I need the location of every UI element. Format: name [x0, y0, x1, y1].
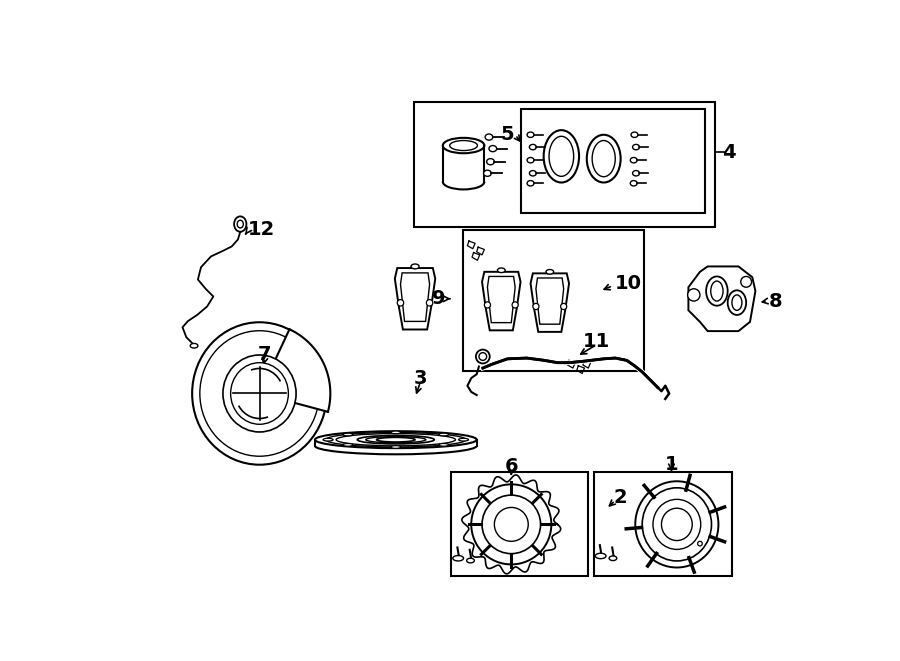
Text: 1: 1: [664, 455, 679, 474]
Polygon shape: [400, 273, 429, 321]
Text: 7: 7: [258, 346, 272, 364]
Ellipse shape: [326, 432, 466, 447]
Ellipse shape: [489, 145, 497, 152]
Ellipse shape: [631, 132, 638, 137]
Ellipse shape: [527, 132, 534, 137]
Text: 9: 9: [432, 290, 446, 308]
Ellipse shape: [549, 136, 573, 176]
Ellipse shape: [343, 444, 353, 446]
Text: 6: 6: [505, 457, 518, 476]
Polygon shape: [259, 329, 330, 412]
Ellipse shape: [527, 157, 534, 163]
Ellipse shape: [487, 159, 494, 165]
Text: 12: 12: [248, 220, 275, 239]
Ellipse shape: [223, 355, 296, 432]
Circle shape: [533, 303, 539, 309]
Ellipse shape: [732, 295, 742, 310]
Ellipse shape: [234, 216, 247, 232]
Ellipse shape: [609, 556, 617, 561]
Ellipse shape: [343, 433, 353, 436]
Polygon shape: [536, 278, 563, 324]
Text: 2: 2: [614, 488, 627, 507]
Ellipse shape: [595, 553, 606, 559]
Ellipse shape: [438, 433, 449, 436]
Text: 4: 4: [723, 143, 736, 162]
Ellipse shape: [391, 431, 401, 434]
Ellipse shape: [238, 220, 243, 228]
Ellipse shape: [529, 144, 536, 150]
Ellipse shape: [200, 330, 320, 456]
Ellipse shape: [190, 344, 198, 348]
Ellipse shape: [485, 134, 493, 140]
Circle shape: [397, 299, 404, 306]
Ellipse shape: [546, 270, 554, 274]
Polygon shape: [315, 440, 477, 446]
Ellipse shape: [391, 446, 401, 448]
Circle shape: [561, 303, 567, 309]
Bar: [595, 472, 732, 576]
Ellipse shape: [630, 180, 637, 186]
Ellipse shape: [453, 555, 464, 561]
Polygon shape: [530, 274, 569, 332]
Ellipse shape: [635, 481, 718, 568]
Circle shape: [427, 299, 433, 306]
Bar: [451, 472, 589, 576]
Bar: [463, 230, 644, 371]
Circle shape: [698, 541, 702, 546]
Bar: [520, 108, 706, 214]
Ellipse shape: [479, 353, 487, 360]
Ellipse shape: [450, 141, 477, 151]
Text: 8: 8: [770, 292, 783, 311]
Ellipse shape: [653, 499, 701, 549]
Ellipse shape: [728, 290, 746, 315]
Ellipse shape: [443, 138, 484, 153]
Ellipse shape: [633, 171, 640, 176]
Circle shape: [482, 495, 541, 554]
Ellipse shape: [411, 264, 419, 269]
Polygon shape: [688, 266, 755, 331]
Ellipse shape: [315, 431, 477, 448]
Ellipse shape: [592, 141, 616, 176]
Ellipse shape: [527, 180, 534, 186]
Ellipse shape: [365, 437, 426, 443]
Ellipse shape: [315, 438, 477, 454]
Ellipse shape: [630, 157, 637, 163]
Ellipse shape: [459, 438, 469, 441]
Ellipse shape: [544, 130, 579, 182]
Text: 11: 11: [582, 332, 609, 350]
Ellipse shape: [633, 144, 640, 150]
Ellipse shape: [662, 508, 692, 541]
Ellipse shape: [323, 438, 333, 441]
Circle shape: [484, 302, 491, 308]
Ellipse shape: [438, 444, 449, 446]
Ellipse shape: [711, 281, 723, 301]
Circle shape: [741, 276, 751, 288]
Ellipse shape: [643, 488, 712, 561]
Ellipse shape: [587, 135, 621, 182]
Text: 3: 3: [414, 369, 427, 387]
Ellipse shape: [230, 363, 288, 424]
Text: 5: 5: [500, 126, 514, 144]
Polygon shape: [488, 276, 515, 323]
Polygon shape: [395, 268, 436, 329]
Ellipse shape: [466, 559, 474, 563]
Ellipse shape: [192, 323, 327, 465]
Polygon shape: [482, 272, 520, 330]
Bar: [413, 102, 716, 227]
Ellipse shape: [357, 436, 435, 444]
Ellipse shape: [483, 170, 491, 176]
Ellipse shape: [498, 268, 505, 272]
Circle shape: [472, 485, 552, 564]
Ellipse shape: [529, 171, 536, 176]
Circle shape: [688, 289, 700, 301]
Circle shape: [512, 302, 518, 308]
Circle shape: [494, 508, 528, 541]
Text: 10: 10: [616, 274, 643, 293]
Ellipse shape: [336, 434, 455, 446]
Ellipse shape: [376, 438, 415, 442]
Ellipse shape: [476, 350, 490, 364]
Ellipse shape: [706, 276, 728, 305]
